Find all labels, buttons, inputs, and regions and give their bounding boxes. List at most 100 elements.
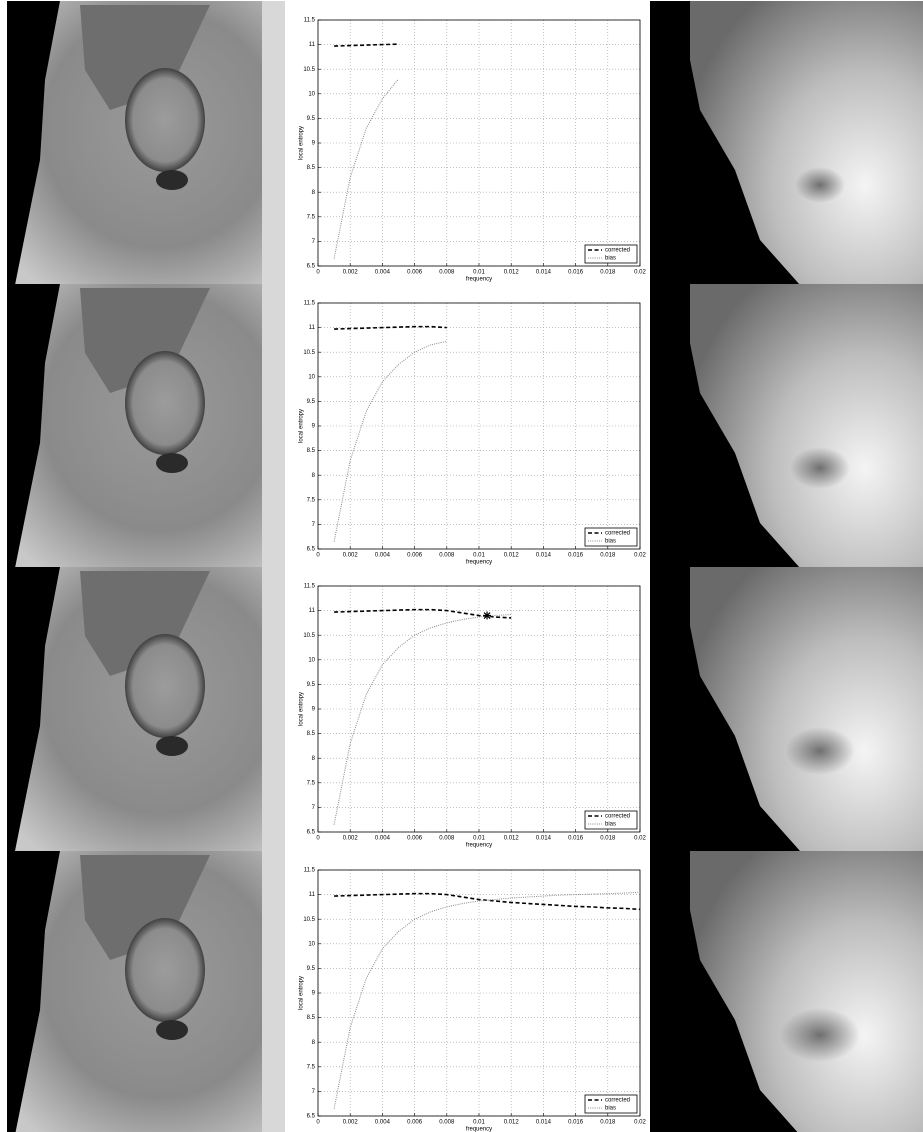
y-tick-label: 6.5 [307,1114,316,1120]
y-tick-label: 10 [308,657,315,663]
x-tick-label: 0.006 [407,553,423,559]
y-tick-label: 8.5 [307,731,316,737]
x-tick-label: 0.008 [439,270,455,276]
x-tick-label: 0.02 [634,553,646,559]
y-tick-label: 7.5 [307,1064,316,1070]
figure: 00.0020.0040.0060.0080.010.0120.0140.016… [0,0,923,1132]
dark-spot [156,453,188,473]
x-tick-label: 0.012 [504,1120,520,1126]
x-tick-label: 0.01 [473,553,485,559]
mri-image [7,851,285,1132]
bias-dip [790,447,850,489]
legend-label: bias [605,256,616,262]
y-axis-label: local entropy [299,409,305,443]
x-tick-label: 0.014 [536,1120,552,1126]
y-tick-label: 7 [312,522,316,528]
y-tick-label: 7 [312,1089,316,1095]
y-tick-label: 10.5 [303,917,315,923]
knee [125,918,205,1022]
y-tick-label: 9 [312,707,316,713]
x-tick-label: 0.002 [343,836,359,842]
y-tick-label: 9.5 [307,399,316,405]
x-tick-label: 0.008 [439,553,455,559]
x-tick-label: 0.018 [600,1120,616,1126]
y-tick-label: 6.5 [307,264,316,270]
x-tick-label: 0.016 [568,1120,584,1126]
x-tick-label: 0 [316,836,320,842]
y-tick-label: 8 [312,473,316,479]
x-tick-label: 0.008 [439,1120,455,1126]
x-tick-label: 0.014 [536,836,552,842]
legend-label: bias [605,822,616,828]
x-tick-label: 0 [316,1120,320,1126]
x-tick-label: 0.002 [343,553,359,559]
y-tick-label: 11 [309,892,316,898]
y-tick-label: 11 [309,42,316,48]
star-marker [483,612,491,620]
x-tick-label: 0.018 [600,553,616,559]
y-tick-label: 7 [312,239,316,245]
image-edge [262,567,285,851]
x-tick-label: 0.016 [568,553,584,559]
x-tick-label: 0.01 [473,1120,485,1126]
y-tick-label: 9 [312,991,316,997]
mri-image [7,1,285,285]
x-axis-label: frequency [466,277,492,283]
y-axis-label: local entropy [299,126,305,160]
x-tick-label: 0.006 [407,270,423,276]
legend-label: bias [605,1106,616,1112]
x-tick-label: 0.012 [504,553,520,559]
dark-spot [156,170,188,190]
y-axis-label: local entropy [299,976,305,1010]
bias-image [650,1,923,285]
x-axis-label: frequency [466,560,492,566]
image-edge [262,851,285,1132]
y-tick-label: 10.5 [303,350,315,356]
knee [125,351,205,455]
x-tick-label: 0.004 [375,553,391,559]
y-tick-label: 8.5 [307,165,316,171]
y-tick-label: 7.5 [307,780,316,786]
y-tick-label: 6.5 [307,830,316,836]
mri-image [7,567,285,851]
x-tick-label: 0.014 [536,270,552,276]
x-tick-label: 0.004 [375,270,391,276]
legend-label: corrected [605,531,630,537]
x-tick-label: 0.012 [504,836,520,842]
legend-label: corrected [605,248,630,254]
mri-image [7,284,285,568]
y-axis-label: local entropy [299,692,305,726]
y-tick-label: 11.5 [304,584,316,590]
y-tick-label: 11.5 [304,868,316,874]
y-tick-label: 10 [308,374,315,380]
bias-dip [780,1008,860,1062]
x-tick-label: 0.012 [504,270,520,276]
x-tick-label: 0.02 [634,836,646,842]
x-tick-label: 0.01 [473,836,485,842]
y-tick-label: 8.5 [307,1015,316,1021]
y-tick-label: 10 [308,91,315,97]
dark-spot [156,736,188,756]
x-tick-label: 0.006 [407,836,423,842]
bias-dip [785,727,855,775]
x-tick-label: 0.002 [343,270,359,276]
y-tick-label: 9.5 [307,116,316,122]
legend-label: corrected [605,1098,630,1104]
x-tick-label: 0.02 [634,270,646,276]
y-tick-label: 8 [312,190,316,196]
x-tick-label: 0.014 [536,553,552,559]
x-tick-label: 0.01 [473,270,485,276]
x-tick-label: 0.006 [407,1120,423,1126]
y-tick-label: 11 [309,325,316,331]
x-tick-label: 0.02 [634,1120,646,1126]
x-tick-label: 0.018 [600,270,616,276]
y-tick-label: 6.5 [307,547,316,553]
y-tick-label: 11.5 [304,301,316,307]
x-tick-label: 0.016 [568,836,584,842]
y-tick-label: 9 [312,424,316,430]
x-tick-label: 0.016 [568,270,584,276]
x-tick-label: 0.002 [343,1120,359,1126]
x-axis-label: frequency [466,843,492,849]
y-tick-label: 9 [312,141,316,147]
x-tick-label: 0 [316,270,320,276]
